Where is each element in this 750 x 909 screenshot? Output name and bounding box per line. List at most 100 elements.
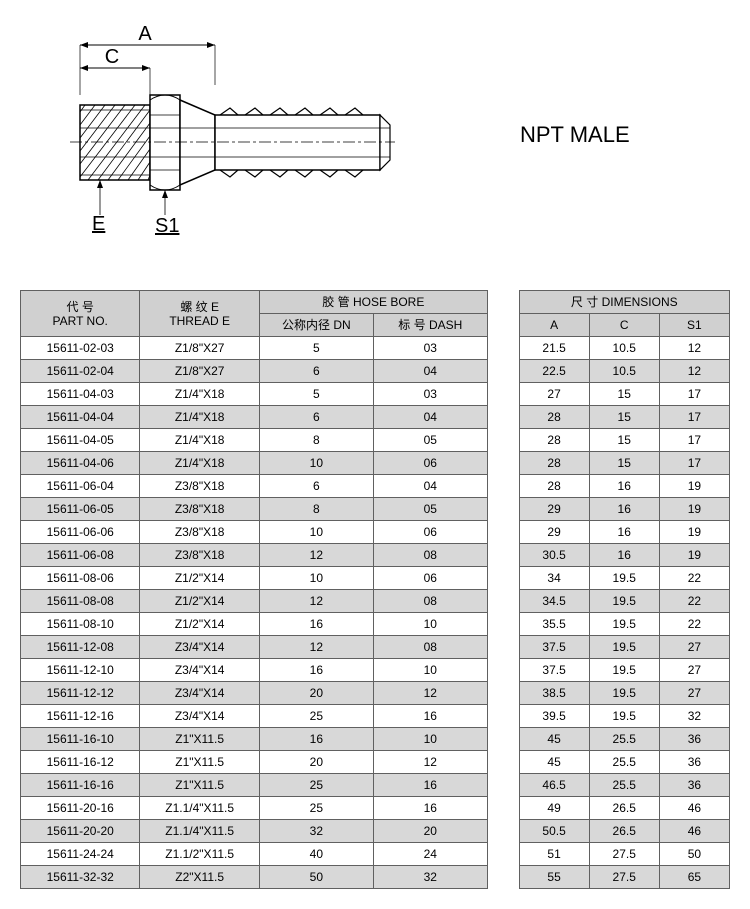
cell-a: 22.5 bbox=[519, 360, 589, 383]
cell-part: 15611-04-03 bbox=[21, 383, 140, 406]
cell-thread: Z1"X11.5 bbox=[140, 728, 259, 751]
table-row: 15611-06-08Z3/8"X18120830.51619 bbox=[21, 544, 730, 567]
spec-table: 代 号PART NO. 螺 纹 ETHREAD E 胶 管 HOSE BORE … bbox=[20, 290, 730, 889]
cell-thread: Z1/4"X18 bbox=[140, 452, 259, 475]
cell-dash: 10 bbox=[373, 659, 487, 682]
column-separator bbox=[487, 774, 519, 797]
header-dash: 标 号 DASH bbox=[373, 314, 487, 337]
cell-a: 27 bbox=[519, 383, 589, 406]
cell-a: 37.5 bbox=[519, 659, 589, 682]
cell-s1: 27 bbox=[659, 682, 729, 705]
cell-s1: 17 bbox=[659, 452, 729, 475]
cell-thread: Z1.1/4"X11.5 bbox=[140, 797, 259, 820]
cell-a: 51 bbox=[519, 843, 589, 866]
table-row: 15611-06-05Z3/8"X18805291619 bbox=[21, 498, 730, 521]
cell-dn: 6 bbox=[259, 406, 373, 429]
cell-part: 15611-20-20 bbox=[21, 820, 140, 843]
cell-thread: Z3/4"X14 bbox=[140, 636, 259, 659]
cell-a: 28 bbox=[519, 406, 589, 429]
cell-dn: 5 bbox=[259, 383, 373, 406]
cell-s1: 36 bbox=[659, 774, 729, 797]
cell-dn: 40 bbox=[259, 843, 373, 866]
cell-dash: 05 bbox=[373, 498, 487, 521]
cell-dn: 10 bbox=[259, 567, 373, 590]
cell-dn: 50 bbox=[259, 866, 373, 889]
cell-part: 15611-04-04 bbox=[21, 406, 140, 429]
column-separator bbox=[487, 820, 519, 843]
cell-dn: 6 bbox=[259, 475, 373, 498]
cell-thread: Z1/2"X14 bbox=[140, 590, 259, 613]
cell-dn: 16 bbox=[259, 613, 373, 636]
cell-dn: 25 bbox=[259, 797, 373, 820]
product-title: NPT MALE bbox=[520, 122, 630, 148]
cell-part: 15611-08-10 bbox=[21, 613, 140, 636]
cell-s1: 12 bbox=[659, 360, 729, 383]
cell-s1: 65 bbox=[659, 866, 729, 889]
cell-s1: 17 bbox=[659, 429, 729, 452]
cell-thread: Z1"X11.5 bbox=[140, 751, 259, 774]
header-c: C bbox=[589, 314, 659, 337]
fitting-body bbox=[70, 95, 395, 190]
cell-thread: Z1/2"X14 bbox=[140, 567, 259, 590]
cell-dn: 20 bbox=[259, 751, 373, 774]
cell-part: 15611-06-06 bbox=[21, 521, 140, 544]
cell-thread: Z3/8"X18 bbox=[140, 544, 259, 567]
column-separator bbox=[487, 751, 519, 774]
column-separator bbox=[487, 383, 519, 406]
cell-thread: Z1.1/4"X11.5 bbox=[140, 820, 259, 843]
cell-c: 15 bbox=[589, 383, 659, 406]
column-separator bbox=[487, 429, 519, 452]
cell-part: 15611-04-05 bbox=[21, 429, 140, 452]
cell-s1: 32 bbox=[659, 705, 729, 728]
cell-s1: 12 bbox=[659, 337, 729, 360]
column-separator bbox=[487, 659, 519, 682]
cell-part: 15611-08-08 bbox=[21, 590, 140, 613]
table-row: 15611-16-10Z1"X11.516104525.536 bbox=[21, 728, 730, 751]
cell-c: 19.5 bbox=[589, 659, 659, 682]
cell-dn: 6 bbox=[259, 360, 373, 383]
cell-part: 15611-04-06 bbox=[21, 452, 140, 475]
cell-dash: 05 bbox=[373, 429, 487, 452]
column-separator bbox=[487, 797, 519, 820]
cell-a: 39.5 bbox=[519, 705, 589, 728]
cell-a: 34 bbox=[519, 567, 589, 590]
cell-thread: Z3/8"X18 bbox=[140, 498, 259, 521]
header-dn: 公称内径 DN bbox=[259, 314, 373, 337]
dim-label-c: C bbox=[105, 46, 119, 68]
cell-a: 21.5 bbox=[519, 337, 589, 360]
cell-part: 15611-02-03 bbox=[21, 337, 140, 360]
cell-part: 15611-24-24 bbox=[21, 843, 140, 866]
cell-dash: 04 bbox=[373, 475, 487, 498]
cell-c: 27.5 bbox=[589, 843, 659, 866]
cell-dn: 8 bbox=[259, 498, 373, 521]
cell-s1: 22 bbox=[659, 567, 729, 590]
cell-s1: 19 bbox=[659, 544, 729, 567]
cell-thread: Z3/8"X18 bbox=[140, 475, 259, 498]
column-separator bbox=[487, 682, 519, 705]
cell-dn: 16 bbox=[259, 728, 373, 751]
technical-diagram: A C bbox=[20, 20, 400, 250]
cell-part: 15611-12-16 bbox=[21, 705, 140, 728]
cell-dash: 12 bbox=[373, 751, 487, 774]
cell-s1: 22 bbox=[659, 613, 729, 636]
cell-dn: 16 bbox=[259, 659, 373, 682]
cell-a: 28 bbox=[519, 452, 589, 475]
cell-a: 28 bbox=[519, 475, 589, 498]
cell-a: 30.5 bbox=[519, 544, 589, 567]
cell-c: 10.5 bbox=[589, 337, 659, 360]
cell-c: 10.5 bbox=[589, 360, 659, 383]
column-separator bbox=[487, 475, 519, 498]
cell-dash: 08 bbox=[373, 636, 487, 659]
cell-part: 15611-20-16 bbox=[21, 797, 140, 820]
cell-dash: 04 bbox=[373, 406, 487, 429]
cell-dash: 10 bbox=[373, 613, 487, 636]
cell-part: 15611-16-16 bbox=[21, 774, 140, 797]
cell-dn: 12 bbox=[259, 544, 373, 567]
cell-dn: 32 bbox=[259, 820, 373, 843]
cell-dn: 10 bbox=[259, 452, 373, 475]
cell-thread: Z3/4"X14 bbox=[140, 659, 259, 682]
cell-a: 45 bbox=[519, 728, 589, 751]
cell-part: 15611-16-12 bbox=[21, 751, 140, 774]
table-row: 15611-24-24Z1.1/2"X11.540245127.550 bbox=[21, 843, 730, 866]
cell-a: 49 bbox=[519, 797, 589, 820]
